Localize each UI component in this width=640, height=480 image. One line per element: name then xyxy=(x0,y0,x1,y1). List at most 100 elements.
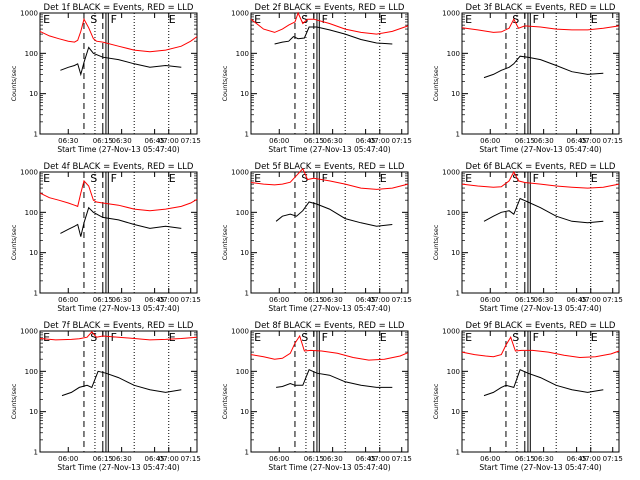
x-axis-label: Start Time (27-Nov-13 05:47:40) xyxy=(268,463,390,472)
y-axis-label: Counts/sec xyxy=(221,383,229,419)
interval-marker-S: S xyxy=(512,331,519,344)
x-tick-label: 06:00 xyxy=(58,455,78,463)
plot-frame xyxy=(461,12,620,135)
x-tick-label: 06:30 xyxy=(534,455,554,463)
interval-marker-S: S xyxy=(301,13,308,26)
x-tick-label: 07:00 xyxy=(159,137,179,145)
x-tick-label: 06:30 xyxy=(323,296,343,304)
y-axis-label: Counts/sec xyxy=(221,224,229,260)
x-tick-label: 06:30 xyxy=(534,137,554,145)
x-tick-label: 06:45 xyxy=(567,296,587,304)
x-tick-label: 06:30 xyxy=(58,137,78,145)
x-axis-label: Start Time (27-Nov-13 05:47:40) xyxy=(479,463,601,472)
interval-marker-E: E xyxy=(591,331,598,344)
panel-det-9: Det 9f BLACK = Events, RED = LLD 1 10 100 10… xyxy=(432,321,623,472)
interval-marker-E: E xyxy=(169,13,176,26)
y-tick-label: 1000 xyxy=(442,169,460,177)
interval-marker-S: S xyxy=(512,13,519,26)
interval-marker-E: E xyxy=(254,331,261,344)
interval-marker-F: F xyxy=(111,331,117,344)
x-tick-label: 06:30 xyxy=(323,137,343,145)
y-axis-label: Counts/sec xyxy=(432,383,440,419)
panel-det-3: Det 3f BLACK = Events, RED = LLD 1 10 100 10… xyxy=(432,3,623,154)
events-rate-line xyxy=(483,55,604,79)
y-tick-label: 1000 xyxy=(442,10,460,18)
interval-marker-E: E xyxy=(465,13,472,26)
y-tick-label: 10 xyxy=(29,249,38,257)
lld-rate-line xyxy=(39,179,198,212)
panel-det-6: Det 6f BLACK = Events, RED = LLD 1 10 100 10… xyxy=(432,162,623,313)
y-tick-label: 1 xyxy=(245,290,249,298)
y-tick-label: 1000 xyxy=(231,10,249,18)
panel-title: Det 6f BLACK = Events, RED = LLD xyxy=(466,162,616,172)
x-tick-label: 06:00 xyxy=(480,296,500,304)
y-tick-label: 10 xyxy=(240,90,249,98)
interval-marker-S: S xyxy=(301,172,308,185)
x-axis-label: Start Time (27-Nov-13 05:47:40) xyxy=(57,304,179,313)
y-tick-label: 100 xyxy=(447,50,460,58)
interval-marker-F: F xyxy=(111,172,117,185)
y-tick-label: 1 xyxy=(245,449,249,457)
plot-frame xyxy=(461,330,620,453)
panel-title: Det 9f BLACK = Events, RED = LLD xyxy=(466,321,616,331)
x-tick-label: 06:30 xyxy=(323,455,343,463)
interval-marker-E: E xyxy=(169,172,176,185)
x-tick-label: 06:00 xyxy=(480,455,500,463)
interval-marker-F: F xyxy=(533,13,539,26)
y-tick-label: 100 xyxy=(25,209,38,217)
lld-rate-line xyxy=(39,17,198,53)
y-tick-label: 1 xyxy=(245,131,249,139)
y-tick-label: 10 xyxy=(240,249,249,257)
plot-frame xyxy=(39,330,198,453)
panel-title: Det 2f BLACK = Events, RED = LLD xyxy=(255,3,405,13)
x-tick-label: 06:30 xyxy=(112,137,132,145)
x-axis-label: Start Time (27-Nov-13 05:47:40) xyxy=(479,304,601,313)
plot-frame xyxy=(250,12,409,135)
y-tick-label: 1 xyxy=(456,449,460,457)
y-tick-label: 100 xyxy=(236,209,249,217)
x-tick-label: 06:15 xyxy=(304,455,324,463)
interval-marker-E: E xyxy=(254,13,261,26)
interval-marker-E: E xyxy=(169,331,176,344)
x-tick-label: 07:00 xyxy=(581,137,601,145)
plot-frame xyxy=(250,171,409,294)
y-tick-label: 1 xyxy=(34,449,38,457)
interval-marker-F: F xyxy=(322,13,328,26)
events-rate-line xyxy=(60,46,182,77)
x-tick-label: 07:00 xyxy=(370,455,390,463)
x-tick-label: 07:15 xyxy=(603,137,623,145)
interval-marker-E: E xyxy=(43,13,50,26)
interval-marker-E: E xyxy=(380,331,387,344)
y-tick-label: 1000 xyxy=(231,328,249,336)
panel-det-5: Det 5f BLACK = Events, RED = LLD 1 10 100 10… xyxy=(221,162,412,313)
lld-rate-line xyxy=(461,336,620,359)
x-tick-label: 07:15 xyxy=(392,455,412,463)
panel-title: Det 8f BLACK = Events, RED = LLD xyxy=(255,321,405,331)
x-tick-label: 07:15 xyxy=(181,455,201,463)
x-axis-label: Start Time (27-Nov-13 05:47:40) xyxy=(57,145,179,154)
y-axis-label: Counts/sec xyxy=(10,383,18,419)
x-tick-label: 06:45 xyxy=(145,455,165,463)
events-rate-line xyxy=(483,369,604,397)
events-rate-line xyxy=(60,206,182,237)
x-tick-label: 06:45 xyxy=(356,137,376,145)
x-tick-label: 06:15 xyxy=(515,455,535,463)
plot-frame xyxy=(39,12,198,135)
y-tick-label: 10 xyxy=(240,408,249,416)
y-tick-label: 100 xyxy=(236,368,249,376)
interval-marker-F: F xyxy=(322,172,328,185)
x-tick-label: 06:45 xyxy=(356,455,376,463)
y-axis-label: Counts/sec xyxy=(10,65,18,101)
interval-marker-E: E xyxy=(591,13,598,26)
interval-marker-S: S xyxy=(512,172,519,185)
x-axis-label: Start Time (27-Nov-13 05:47:40) xyxy=(479,145,601,154)
x-tick-label: 07:15 xyxy=(603,455,623,463)
x-tick-label: 07:15 xyxy=(181,137,201,145)
x-tick-label: 06:45 xyxy=(567,455,587,463)
events-rate-line xyxy=(275,201,393,227)
lld-rate-line xyxy=(250,334,409,361)
panel-det-8: Det 8f BLACK = Events, RED = LLD 1 10 100 10… xyxy=(221,321,412,472)
x-axis-label: Start Time (27-Nov-13 05:47:40) xyxy=(268,304,390,313)
y-axis-label: Counts/sec xyxy=(10,224,18,260)
